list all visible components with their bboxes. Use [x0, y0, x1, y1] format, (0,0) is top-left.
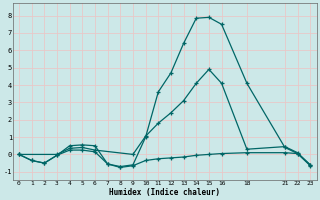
X-axis label: Humidex (Indice chaleur): Humidex (Indice chaleur)	[109, 188, 220, 197]
